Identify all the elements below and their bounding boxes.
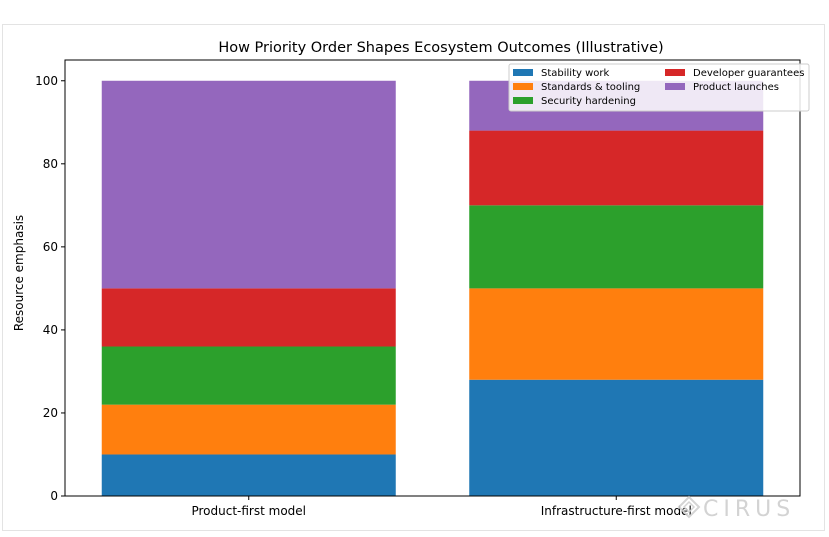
bars-group [101,80,764,496]
legend-swatch [665,83,685,90]
legend-entry: Standards & tooling [541,82,640,93]
plot-area-frame [64,59,801,497]
legend-entry: Stability work [541,68,610,79]
chart-title: How Priority Order Shapes Ecosystem Outc… [218,40,663,56]
y-tick-label: 80 [43,157,58,171]
y-tick-label: 40 [43,323,58,337]
y-axis-label: Resource emphasis [12,215,26,331]
legend-swatch [513,97,533,104]
y-tick-label: 0 [50,489,58,503]
chart-frame: How Priority Order Shapes Ecosystem Outc… [2,24,825,531]
legend-swatch [513,83,533,90]
stacked-bar-chart: How Priority Order Shapes Ecosystem Outc… [12,40,810,522]
legend-swatch [513,69,533,76]
legend: Stability work Standards & tooling Securit… [508,63,810,112]
legend-entry: Developer guarantees [693,68,804,79]
y-tick-label: 60 [43,240,58,254]
diamond-logo-icon [677,495,701,519]
bar-product-first-series-1 [101,454,396,496]
x-tick-label: Infrastructure-first model [541,504,692,518]
bar-infrastructure-first-series-3 [469,205,764,289]
legend-box [508,63,810,112]
x-tick-label: Product-first model [191,504,306,518]
bar-product-first-series-3 [101,346,396,405]
watermark-text: CIRUS [703,497,795,522]
bar-infrastructure-first-series-2 [469,288,764,380]
bar-infrastructure-first-series-4 [469,130,764,206]
y-tick-label: 100 [35,74,58,88]
bar-product-first-series-4 [101,288,396,347]
bar-infrastructure-first-series-1 [469,379,764,496]
watermark: CIRUS [677,495,795,522]
y-tick-label: 20 [43,406,58,420]
legend-entry: Security hardening [541,96,636,107]
bar-product-first-series-2 [101,404,396,455]
axes-group: 0 20 40 60 80 100 Product-first model Infrastru… [35,59,801,518]
bar-product-first-series-5 [101,80,396,289]
legend-entry: Product launches [693,82,779,93]
legend-swatch [665,69,685,76]
